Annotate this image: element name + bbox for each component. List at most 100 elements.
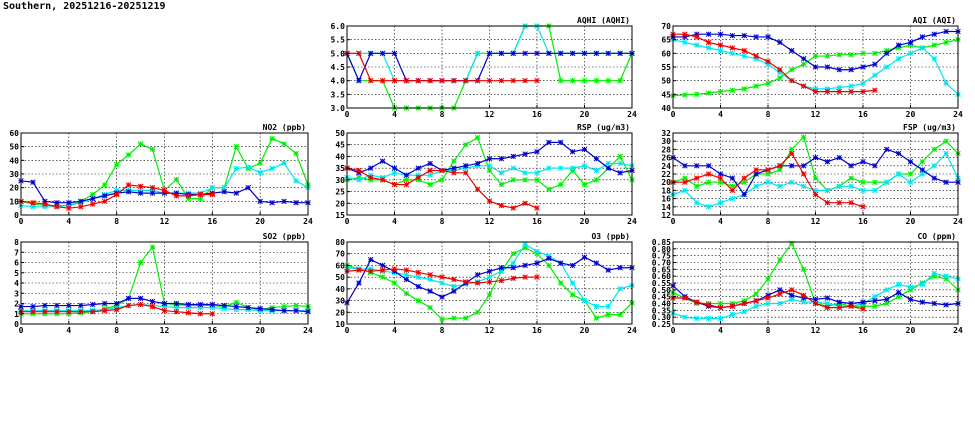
data-point bbox=[522, 241, 528, 248]
data-point bbox=[101, 182, 108, 188]
data-point bbox=[931, 175, 938, 181]
data-point bbox=[137, 259, 144, 266]
data-point bbox=[800, 266, 807, 273]
data-point bbox=[848, 66, 854, 73]
x-tick-label: 12 bbox=[811, 110, 821, 119]
data-point bbox=[788, 66, 795, 73]
data-point bbox=[356, 280, 362, 286]
data-point bbox=[403, 172, 410, 178]
data-point bbox=[919, 281, 926, 288]
data-point bbox=[741, 175, 748, 181]
series-day4 bbox=[670, 150, 866, 210]
data-point bbox=[872, 50, 878, 57]
data-point bbox=[367, 77, 374, 84]
y-tick-label: 0.50 bbox=[652, 286, 671, 295]
y-tick-label: 30 bbox=[335, 176, 345, 185]
data-point bbox=[860, 204, 866, 210]
data-point bbox=[800, 299, 807, 305]
data-point bbox=[427, 167, 433, 174]
data-point bbox=[522, 50, 528, 57]
data-point bbox=[765, 61, 771, 68]
y-tick-label: 3 bbox=[14, 289, 19, 298]
data-point bbox=[741, 191, 748, 198]
data-point bbox=[682, 39, 688, 46]
data-point bbox=[221, 189, 228, 195]
x-tick-label: 4 bbox=[392, 217, 397, 226]
data-point bbox=[498, 277, 505, 284]
data-point bbox=[848, 183, 854, 190]
data-point bbox=[474, 50, 481, 57]
data-point bbox=[872, 187, 878, 194]
data-point bbox=[233, 303, 240, 310]
data-point bbox=[78, 198, 84, 205]
y-tick-label: 2 bbox=[14, 300, 19, 309]
data-point bbox=[836, 88, 843, 95]
data-point bbox=[257, 169, 263, 176]
data-point bbox=[788, 179, 795, 185]
data-point bbox=[705, 31, 712, 37]
data-point bbox=[895, 150, 902, 157]
series-day4 bbox=[18, 301, 216, 317]
data-point bbox=[931, 146, 938, 153]
data-point bbox=[185, 309, 192, 316]
data-point bbox=[617, 153, 623, 160]
data-point bbox=[765, 167, 771, 173]
data-point bbox=[510, 260, 517, 266]
data-point bbox=[812, 300, 819, 307]
data-point bbox=[474, 134, 481, 141]
data-point bbox=[125, 152, 132, 158]
y-tick-label: 4.5 bbox=[331, 63, 346, 72]
data-point bbox=[919, 34, 926, 40]
x-tick-label: 24 bbox=[953, 110, 963, 119]
y-tick-label: 0.30 bbox=[652, 313, 671, 322]
data-point bbox=[30, 179, 36, 185]
data-point bbox=[439, 274, 445, 280]
data-point bbox=[221, 184, 228, 191]
data-point bbox=[824, 187, 831, 194]
data-point bbox=[872, 303, 878, 309]
x-tick-label: 4 bbox=[392, 326, 397, 335]
x-tick-label: 8 bbox=[440, 217, 445, 226]
data-point bbox=[474, 309, 481, 316]
data-point bbox=[765, 300, 771, 307]
data-point bbox=[931, 31, 938, 37]
data-point bbox=[101, 300, 108, 307]
data-point bbox=[474, 160, 481, 167]
data-point bbox=[546, 262, 552, 269]
y-tick-label: 55 bbox=[661, 63, 671, 72]
data-point bbox=[534, 248, 540, 255]
data-point bbox=[765, 34, 771, 40]
data-point bbox=[66, 308, 72, 315]
data-point bbox=[415, 174, 422, 181]
data-point bbox=[682, 163, 688, 169]
chart-title: CO (ppm) bbox=[917, 232, 956, 241]
data-point bbox=[895, 293, 902, 300]
y-tick-label: 5 bbox=[14, 269, 19, 278]
data-point bbox=[765, 179, 771, 185]
chart-title: RSP (ug/m3) bbox=[577, 123, 630, 132]
data-point bbox=[510, 250, 517, 257]
data-point bbox=[753, 56, 759, 62]
data-point bbox=[800, 61, 807, 68]
data-point bbox=[451, 158, 457, 164]
data-point bbox=[498, 170, 505, 176]
data-point bbox=[510, 165, 517, 171]
data-point bbox=[824, 53, 831, 59]
x-tick-label: 16 bbox=[532, 110, 542, 119]
data-point bbox=[717, 88, 724, 95]
data-point bbox=[185, 193, 192, 199]
data-point bbox=[161, 187, 168, 194]
data-point bbox=[451, 170, 457, 176]
y-tick-label: 8 bbox=[14, 238, 19, 247]
data-point bbox=[149, 190, 156, 196]
data-point bbox=[462, 279, 469, 285]
data-point bbox=[379, 274, 386, 280]
data-point bbox=[30, 308, 36, 315]
series-line-day4 bbox=[346, 167, 538, 209]
x-tick-label: 16 bbox=[858, 326, 868, 335]
data-point bbox=[860, 179, 866, 185]
data-point bbox=[486, 268, 493, 275]
data-point bbox=[741, 86, 748, 92]
data-point bbox=[462, 315, 469, 321]
data-point bbox=[546, 255, 552, 262]
